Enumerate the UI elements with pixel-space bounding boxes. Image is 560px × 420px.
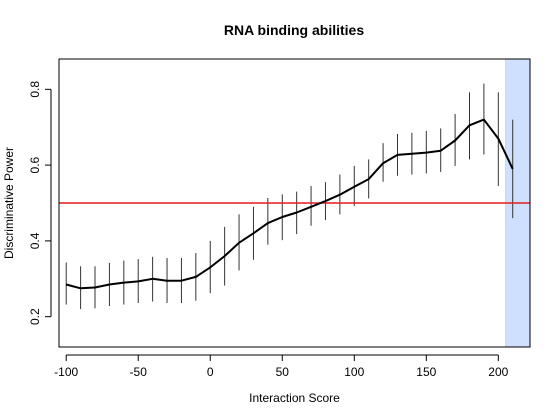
x-tick-label--50: -50 [130,365,148,379]
x-tick-label-0: 0 [207,365,214,379]
y-tick-label-0.6: 0.6 [28,156,42,173]
x-tick-label-150: 150 [416,365,436,379]
x-axis-title: Interaction Score [249,391,340,405]
y-tick-label-0.2: 0.2 [28,308,42,325]
x-tick-label--100: -100 [54,365,78,379]
x-axis: -100 -50 0 50 100 150 200 [54,354,509,379]
series-line [65,118,514,290]
x-tick-label-50: 50 [276,365,290,379]
error-bars [65,83,514,310]
y-axis-title: Discriminative Power [2,147,16,259]
x-tick-label-100: 100 [344,365,364,379]
y-axis: 0.2 0.4 0.6 0.8 [28,81,52,325]
series-line-layer [65,118,514,290]
plot-frame [58,58,531,348]
y-tick-label-0.8: 0.8 [28,81,42,98]
chart-title: RNA binding abilities [224,22,364,38]
y-tick-label-0.4: 0.4 [28,232,42,249]
x-tick-label-200: 200 [488,365,508,379]
